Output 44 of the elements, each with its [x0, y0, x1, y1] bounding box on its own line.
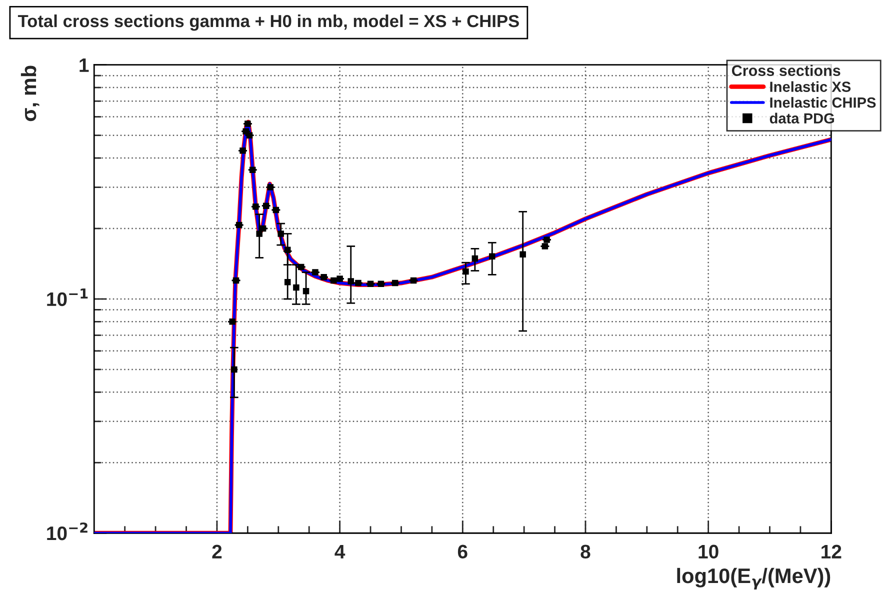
x-tick-label: 2	[212, 544, 222, 558]
legend-title: Cross sections	[732, 64, 840, 76]
point	[278, 230, 284, 237]
x-axis-title: log10(E$_{γ}$/(MeV))	[677, 568, 830, 590]
point	[489, 253, 496, 260]
x-tick-label: 6	[458, 544, 468, 559]
point	[542, 243, 548, 250]
point	[236, 222, 242, 228]
point	[320, 274, 327, 280]
point	[256, 230, 262, 237]
point	[302, 288, 310, 294]
point	[348, 278, 354, 284]
point	[244, 120, 251, 127]
y-tick-label: 10$^{−1}$	[47, 288, 88, 306]
point	[272, 206, 280, 214]
point	[229, 318, 236, 325]
x-tick-label: 12	[822, 544, 842, 558]
point	[260, 225, 266, 232]
point	[462, 268, 469, 275]
point	[232, 277, 240, 284]
legend-label: Inelastic CHIPS	[770, 97, 876, 108]
point	[231, 366, 238, 373]
point	[520, 251, 526, 258]
y-axis-title: σ, mb	[20, 66, 40, 122]
y-tick-label: 1	[80, 58, 89, 72]
point	[284, 246, 291, 254]
point	[284, 279, 291, 286]
point	[355, 280, 362, 286]
point	[249, 166, 256, 173]
x-tick-label: 10	[698, 544, 718, 559]
point	[246, 132, 253, 138]
point	[410, 277, 417, 284]
x-tick-label: 4	[334, 544, 346, 558]
point	[392, 280, 398, 286]
point	[472, 255, 478, 262]
chart-title: Total cross sections gamma + H0 in mb, model = XS + CHIPS	[18, 14, 519, 31]
y-tick-label: 10$^{−2}$	[47, 522, 88, 540]
x-tick-label: 8	[580, 544, 590, 559]
point	[267, 184, 274, 190]
point	[240, 148, 246, 154]
point	[544, 236, 550, 243]
legend-label: Inelastic XS	[770, 81, 851, 92]
point	[293, 284, 300, 291]
legend-label: data PDG	[770, 112, 834, 124]
